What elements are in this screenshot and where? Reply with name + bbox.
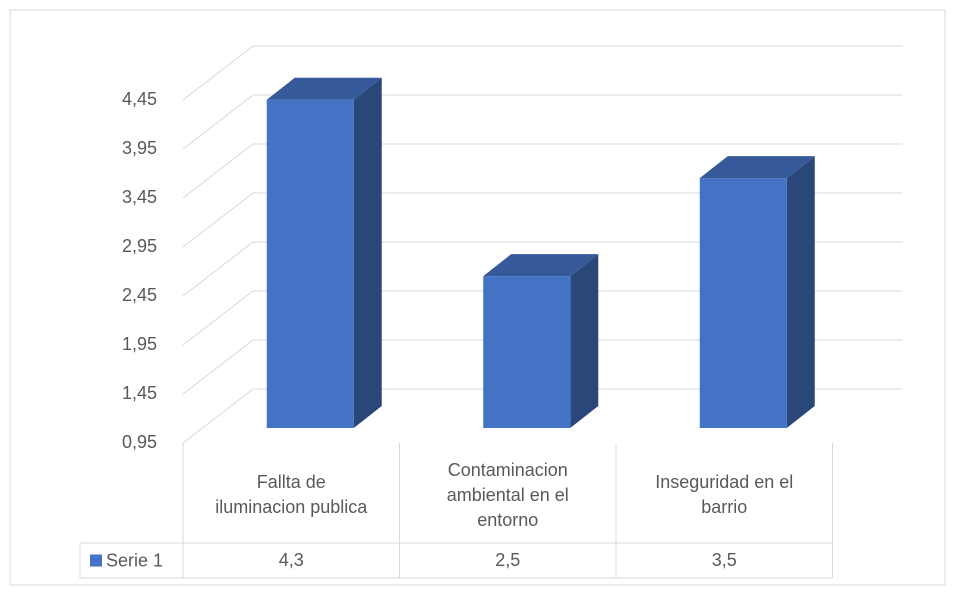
grid-line xyxy=(182,339,254,395)
bar-top xyxy=(483,254,599,277)
y-tick-label: 0,95 xyxy=(122,432,157,452)
legend-key xyxy=(90,554,102,567)
bar-side xyxy=(353,77,382,428)
x-tick-label: Fallta de iluminacion publica xyxy=(215,472,368,517)
y-tick-label: 3,45 xyxy=(122,187,157,207)
grid-line xyxy=(182,290,254,346)
bar xyxy=(266,99,354,428)
y-tick-label: 3,95 xyxy=(122,138,157,158)
grid-line xyxy=(182,143,254,199)
y-tick-label: 1,45 xyxy=(122,383,157,403)
bar xyxy=(483,276,571,428)
bar-top xyxy=(266,77,382,100)
grid-line xyxy=(182,94,254,150)
y-tick-label: 2,95 xyxy=(122,236,157,256)
grid-line xyxy=(182,241,254,297)
grid-line xyxy=(182,45,254,101)
table-value: 3,5 xyxy=(711,550,737,570)
bar xyxy=(699,178,787,428)
bar-top xyxy=(699,156,815,179)
y-tick-label: 2,45 xyxy=(122,285,157,305)
x-tick-label: Contaminacion ambiental en el entorno xyxy=(446,459,569,530)
table-value: 2,5 xyxy=(495,550,521,570)
bar-side xyxy=(786,156,815,428)
bar-side xyxy=(570,254,599,428)
grid-line xyxy=(182,192,254,248)
legend-label: Serie 1 xyxy=(106,550,163,570)
chart-border xyxy=(9,9,946,586)
y-tick-label: 4,45 xyxy=(122,89,157,109)
table-value: 4,3 xyxy=(278,550,304,570)
x-tick-label: Inseguridad en el barrio xyxy=(655,472,794,517)
y-tick-label: 1,95 xyxy=(122,334,157,354)
grid-line xyxy=(182,388,254,444)
